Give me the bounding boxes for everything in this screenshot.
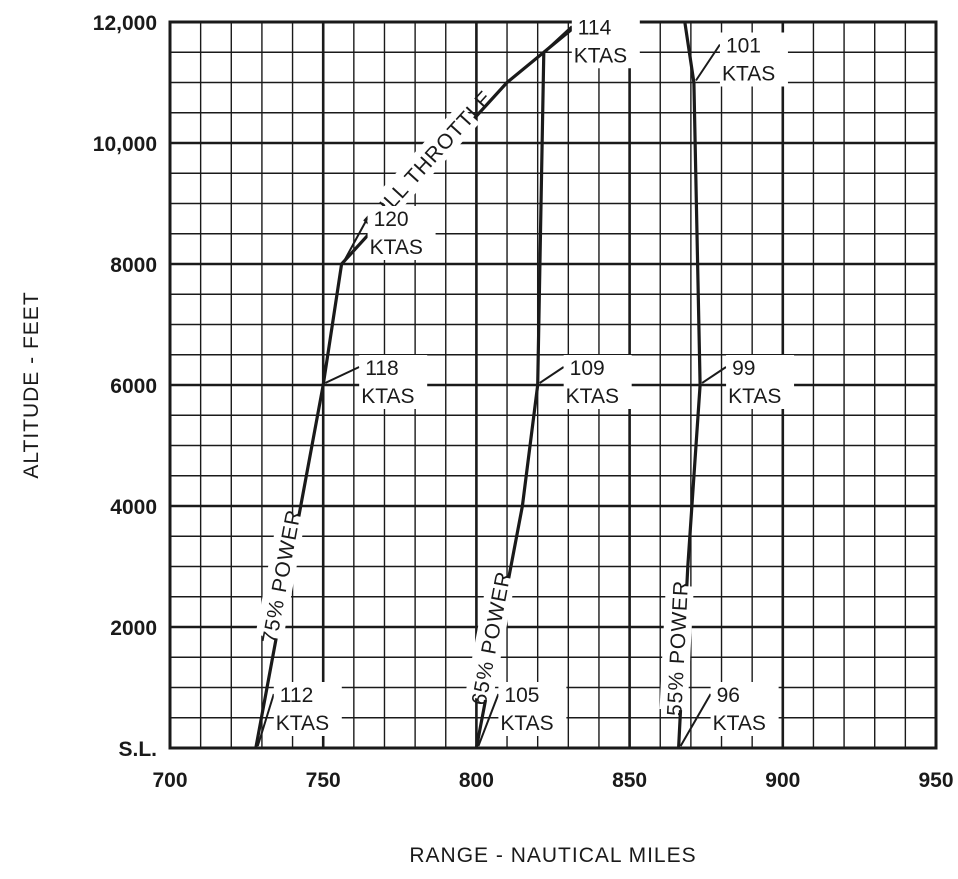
series-label-bg [375, 104, 480, 215]
annotation-leader [545, 25, 573, 51]
annotation-speed: 101 [726, 35, 761, 58]
annotation-leader [256, 693, 275, 747]
x-tick-labels: 700 750 800 850 900 950 [152, 769, 953, 792]
annotation-speed: 99 [732, 357, 755, 380]
annotation-bg [367, 206, 436, 260]
y-tick-label: 2000 [110, 617, 157, 640]
annotation-leader [539, 366, 565, 384]
series-label-bg [255, 512, 306, 640]
x-tick-label: 900 [765, 769, 800, 792]
annotation-unit: KTAS [566, 385, 619, 408]
x-tick-label: 850 [612, 769, 647, 792]
annotation-speed: 118 [365, 357, 398, 380]
x-axis-title: RANGE - NAUTICAL MILES [409, 844, 696, 867]
annotation-unit: KTAS [500, 712, 553, 735]
annotation-unit: KTAS [713, 712, 766, 735]
x-tick-label: 750 [306, 769, 341, 792]
annotation-bg [710, 682, 779, 736]
annotation-bg [719, 32, 788, 87]
annotation-unit: KTAS [728, 385, 781, 408]
y-tick-label: 6000 [110, 375, 157, 398]
annotation-unit: KTAS [722, 63, 775, 86]
annotation-leader [342, 217, 369, 263]
y-axis-title: ALTITUDE - FEET [20, 291, 43, 478]
annotation-leader [477, 693, 500, 747]
y-tick-label: 12,000 [93, 12, 157, 35]
y-tick-label: 4000 [110, 496, 157, 519]
x-tick-label: 950 [918, 769, 953, 792]
x-tick-label: 700 [152, 769, 187, 792]
y-tick-label: 10,000 [93, 133, 157, 156]
annotation-leader [701, 366, 727, 384]
annotation-speed: 114 [578, 16, 612, 39]
annotation-unit: KTAS [370, 236, 423, 259]
annotation-speed: 105 [504, 684, 539, 707]
annotation-bg [563, 355, 632, 409]
annotation-speed: 120 [374, 208, 409, 231]
series-label-bg [659, 585, 694, 711]
annotation-leader [695, 43, 721, 82]
annotation-speed: 109 [570, 357, 605, 380]
y-tick-label: S.L. [118, 738, 157, 761]
annotation-speed: 112 [280, 684, 313, 707]
series-label: 75% POWER [258, 507, 305, 645]
annotation-leader [679, 693, 712, 747]
plot-frame [168, 20, 938, 750]
x-tick-label: 800 [459, 769, 494, 792]
y-tick-labels: S.L. 2000 4000 6000 8000 10,000 12,000 [93, 12, 157, 761]
series-label-bg [464, 574, 516, 702]
annotation-bg [359, 355, 428, 409]
grid [168, 20, 938, 750]
annotation-bg [571, 14, 640, 69]
annotation-bg [498, 682, 567, 736]
annotation-speed: 96 [717, 684, 740, 707]
annotation-unit: KTAS [361, 385, 414, 408]
annotation-bg [273, 682, 342, 736]
annotation-bg [726, 355, 795, 409]
annotation-leader [324, 366, 360, 384]
y-tick-label: 8000 [110, 254, 157, 277]
annotation-unit: KTAS [276, 712, 329, 735]
annotation-unit: KTAS [574, 44, 627, 67]
